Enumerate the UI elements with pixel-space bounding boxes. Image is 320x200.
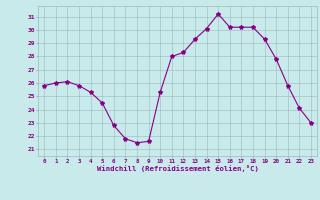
X-axis label: Windchill (Refroidissement éolien,°C): Windchill (Refroidissement éolien,°C)	[97, 165, 259, 172]
